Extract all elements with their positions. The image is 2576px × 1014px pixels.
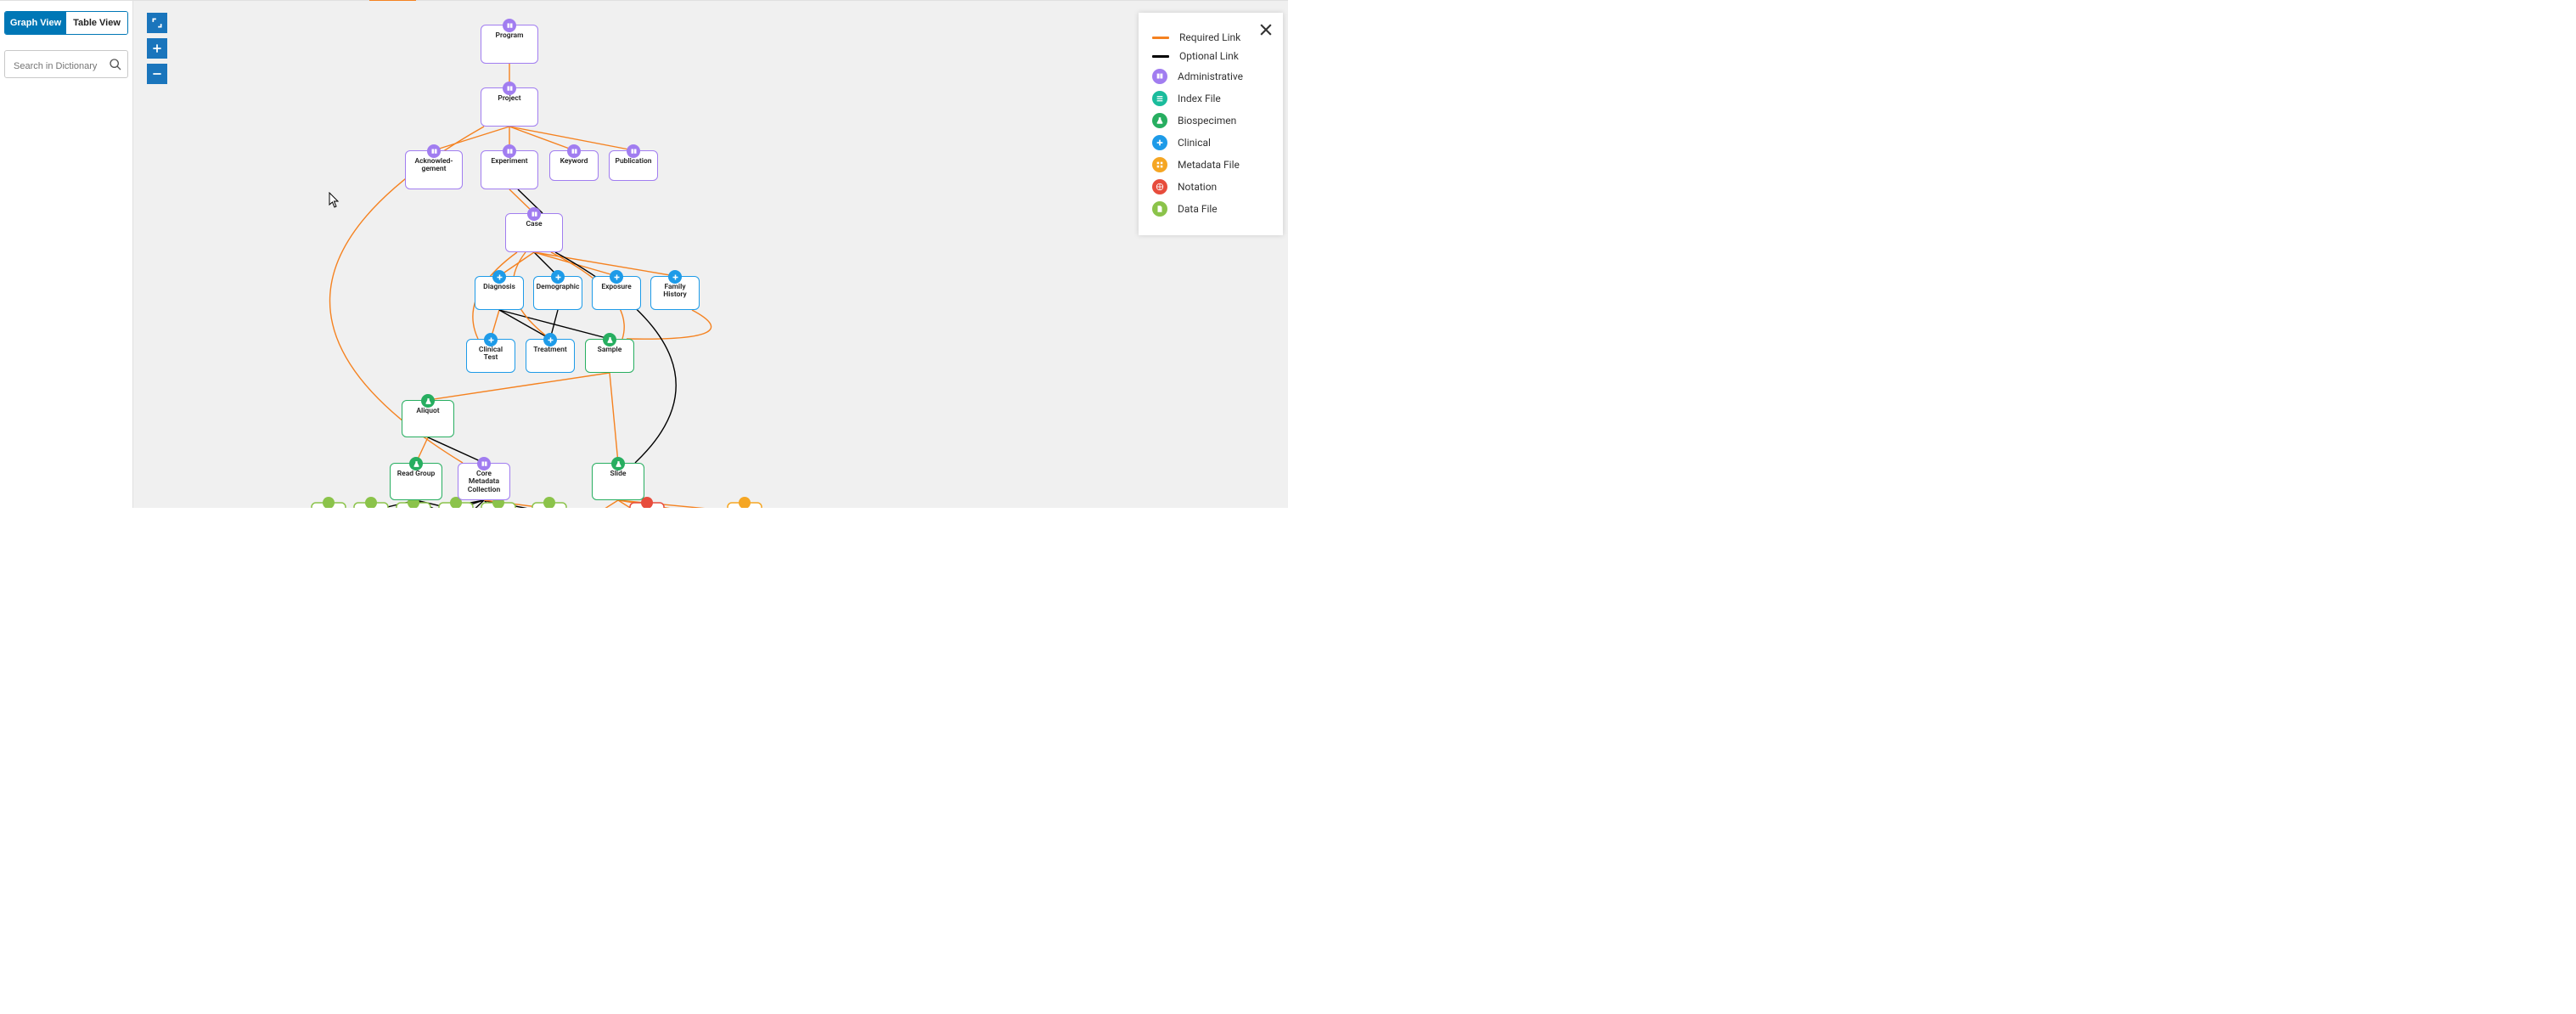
- node-keyword[interactable]: Keyword: [549, 150, 599, 181]
- legend-category-label: Biospecimen: [1178, 115, 1236, 127]
- node-treatment[interactable]: Treatment: [526, 339, 575, 373]
- node-publication[interactable]: Publication: [609, 150, 658, 181]
- node-label: Aliquot: [402, 408, 453, 415]
- legend-category-row: Biospecimen: [1152, 113, 1269, 128]
- biospecimen-icon: [611, 457, 625, 470]
- view-toggle: Graph View Table View: [4, 11, 128, 35]
- canvas-controls: [147, 13, 167, 84]
- node-label: Publication: [610, 158, 657, 166]
- search-input[interactable]: [12, 60, 105, 72]
- biospecimen-icon: [409, 457, 423, 470]
- administrative-icon: [627, 144, 640, 158]
- clinical-icon: [484, 333, 498, 346]
- node-case[interactable]: Case: [505, 213, 563, 252]
- node-label: Family History: [651, 284, 699, 300]
- legend-categories: Administrative Index File Biospecimen Clini…: [1152, 69, 1269, 217]
- node-label: Sample: [586, 346, 633, 354]
- legend-category-label: Clinical: [1178, 137, 1211, 149]
- node-experiment[interactable]: Experiment: [481, 150, 538, 189]
- metadata_file-icon: [1152, 157, 1167, 172]
- table-view-button[interactable]: Table View: [66, 12, 127, 34]
- administrative-icon: [1152, 69, 1167, 84]
- node-label: Acknowled- gement: [406, 158, 462, 174]
- node-label: Treatment: [526, 346, 574, 354]
- node-aliquot[interactable]: Aliquot: [402, 400, 454, 437]
- administrative-icon: [427, 144, 441, 158]
- node-label: Slide: [593, 470, 644, 478]
- administrative-icon: [503, 144, 516, 158]
- legend-category-label: Administrative: [1178, 70, 1243, 82]
- legend-link-label: Optional Link: [1179, 50, 1239, 62]
- legend-link-label: Required Link: [1179, 31, 1240, 43]
- node-label: Read Group: [391, 470, 442, 478]
- node-sample[interactable]: Sample: [585, 339, 634, 373]
- administrative-icon: [503, 19, 516, 32]
- biospecimen-icon: [1152, 113, 1167, 128]
- graph-view-button[interactable]: Graph View: [5, 12, 66, 34]
- node-acknowledgement[interactable]: Acknowled- gement: [405, 150, 463, 189]
- biospecimen-icon: [603, 333, 616, 346]
- node-label: Project: [481, 95, 537, 103]
- node-core_metadata[interactable]: Core Metadata Collection: [458, 463, 510, 500]
- legend-links: Required Link Optional Link: [1152, 31, 1269, 62]
- legend-link-row: Required Link: [1152, 31, 1269, 43]
- biospecimen-icon: [421, 394, 435, 408]
- app-root: Graph View Table View: [0, 0, 1288, 508]
- legend-category-row: Notation: [1152, 179, 1269, 194]
- node-diagnosis[interactable]: Diagnosis: [475, 276, 524, 310]
- node-label: Exposure: [593, 284, 640, 291]
- legend-category-label: Metadata File: [1178, 159, 1240, 171]
- clinical-icon: [543, 333, 557, 346]
- node-demographic[interactable]: Demographic: [533, 276, 582, 310]
- administrative-icon: [503, 82, 516, 95]
- legend-category-label: Data File: [1178, 203, 1218, 215]
- legend-category-row: Index File: [1152, 91, 1269, 106]
- node-label: Clinical Test: [467, 346, 515, 363]
- node-label: Diagnosis: [475, 284, 523, 291]
- search-icon: [109, 58, 122, 71]
- node-label: Keyword: [550, 158, 598, 166]
- legend-category-label: Notation: [1178, 181, 1217, 193]
- data_file-icon: [1152, 201, 1167, 217]
- node-program[interactable]: Program: [481, 25, 538, 64]
- clinical-icon: [668, 270, 682, 284]
- clinical-icon: [610, 270, 623, 284]
- administrative-icon: [477, 457, 491, 470]
- node-label: Core Metadata Collection: [458, 470, 509, 494]
- node-label: Case: [506, 221, 562, 228]
- legend-category-row: Clinical: [1152, 135, 1269, 150]
- administrative-icon: [527, 207, 541, 221]
- legend-link-swatch: [1152, 37, 1169, 39]
- administrative-icon: [567, 144, 581, 158]
- node-read_group[interactable]: Read Group: [390, 463, 442, 500]
- fullscreen-button[interactable]: [147, 13, 167, 33]
- clinical-icon: [492, 270, 506, 284]
- legend-panel: Required Link Optional Link Administrativ…: [1139, 13, 1283, 235]
- close-legend-button[interactable]: [1257, 21, 1274, 38]
- graph-svg: [133, 1, 1288, 508]
- index_file-icon: [1152, 91, 1167, 106]
- zoom-in-button[interactable]: [147, 38, 167, 59]
- zoom-out-button[interactable]: [147, 64, 167, 84]
- node-label: Demographic: [534, 284, 582, 291]
- node-clinical_test[interactable]: Clinical Test: [466, 339, 515, 373]
- legend-category-label: Index File: [1178, 93, 1221, 104]
- node-exposure[interactable]: Exposure: [592, 276, 641, 310]
- legend-category-row: Metadata File: [1152, 157, 1269, 172]
- legend-link-swatch: [1152, 55, 1169, 58]
- node-family_history[interactable]: Family History: [650, 276, 700, 310]
- graph-canvas[interactable]: Required Link Optional Link Administrativ…: [133, 1, 1288, 508]
- node-project[interactable]: Project: [481, 87, 538, 127]
- legend-category-row: Data File: [1152, 201, 1269, 217]
- legend-link-row: Optional Link: [1152, 50, 1269, 62]
- notation-icon: [1152, 179, 1167, 194]
- clinical-icon: [551, 270, 565, 284]
- legend-category-row: Administrative: [1152, 69, 1269, 84]
- node-slide[interactable]: Slide: [592, 463, 644, 500]
- node-label: Program: [481, 32, 537, 40]
- search-box[interactable]: [4, 50, 128, 78]
- node-label: Experiment: [481, 158, 537, 166]
- clinical-icon: [1152, 135, 1167, 150]
- sidebar: Graph View Table View: [0, 1, 133, 508]
